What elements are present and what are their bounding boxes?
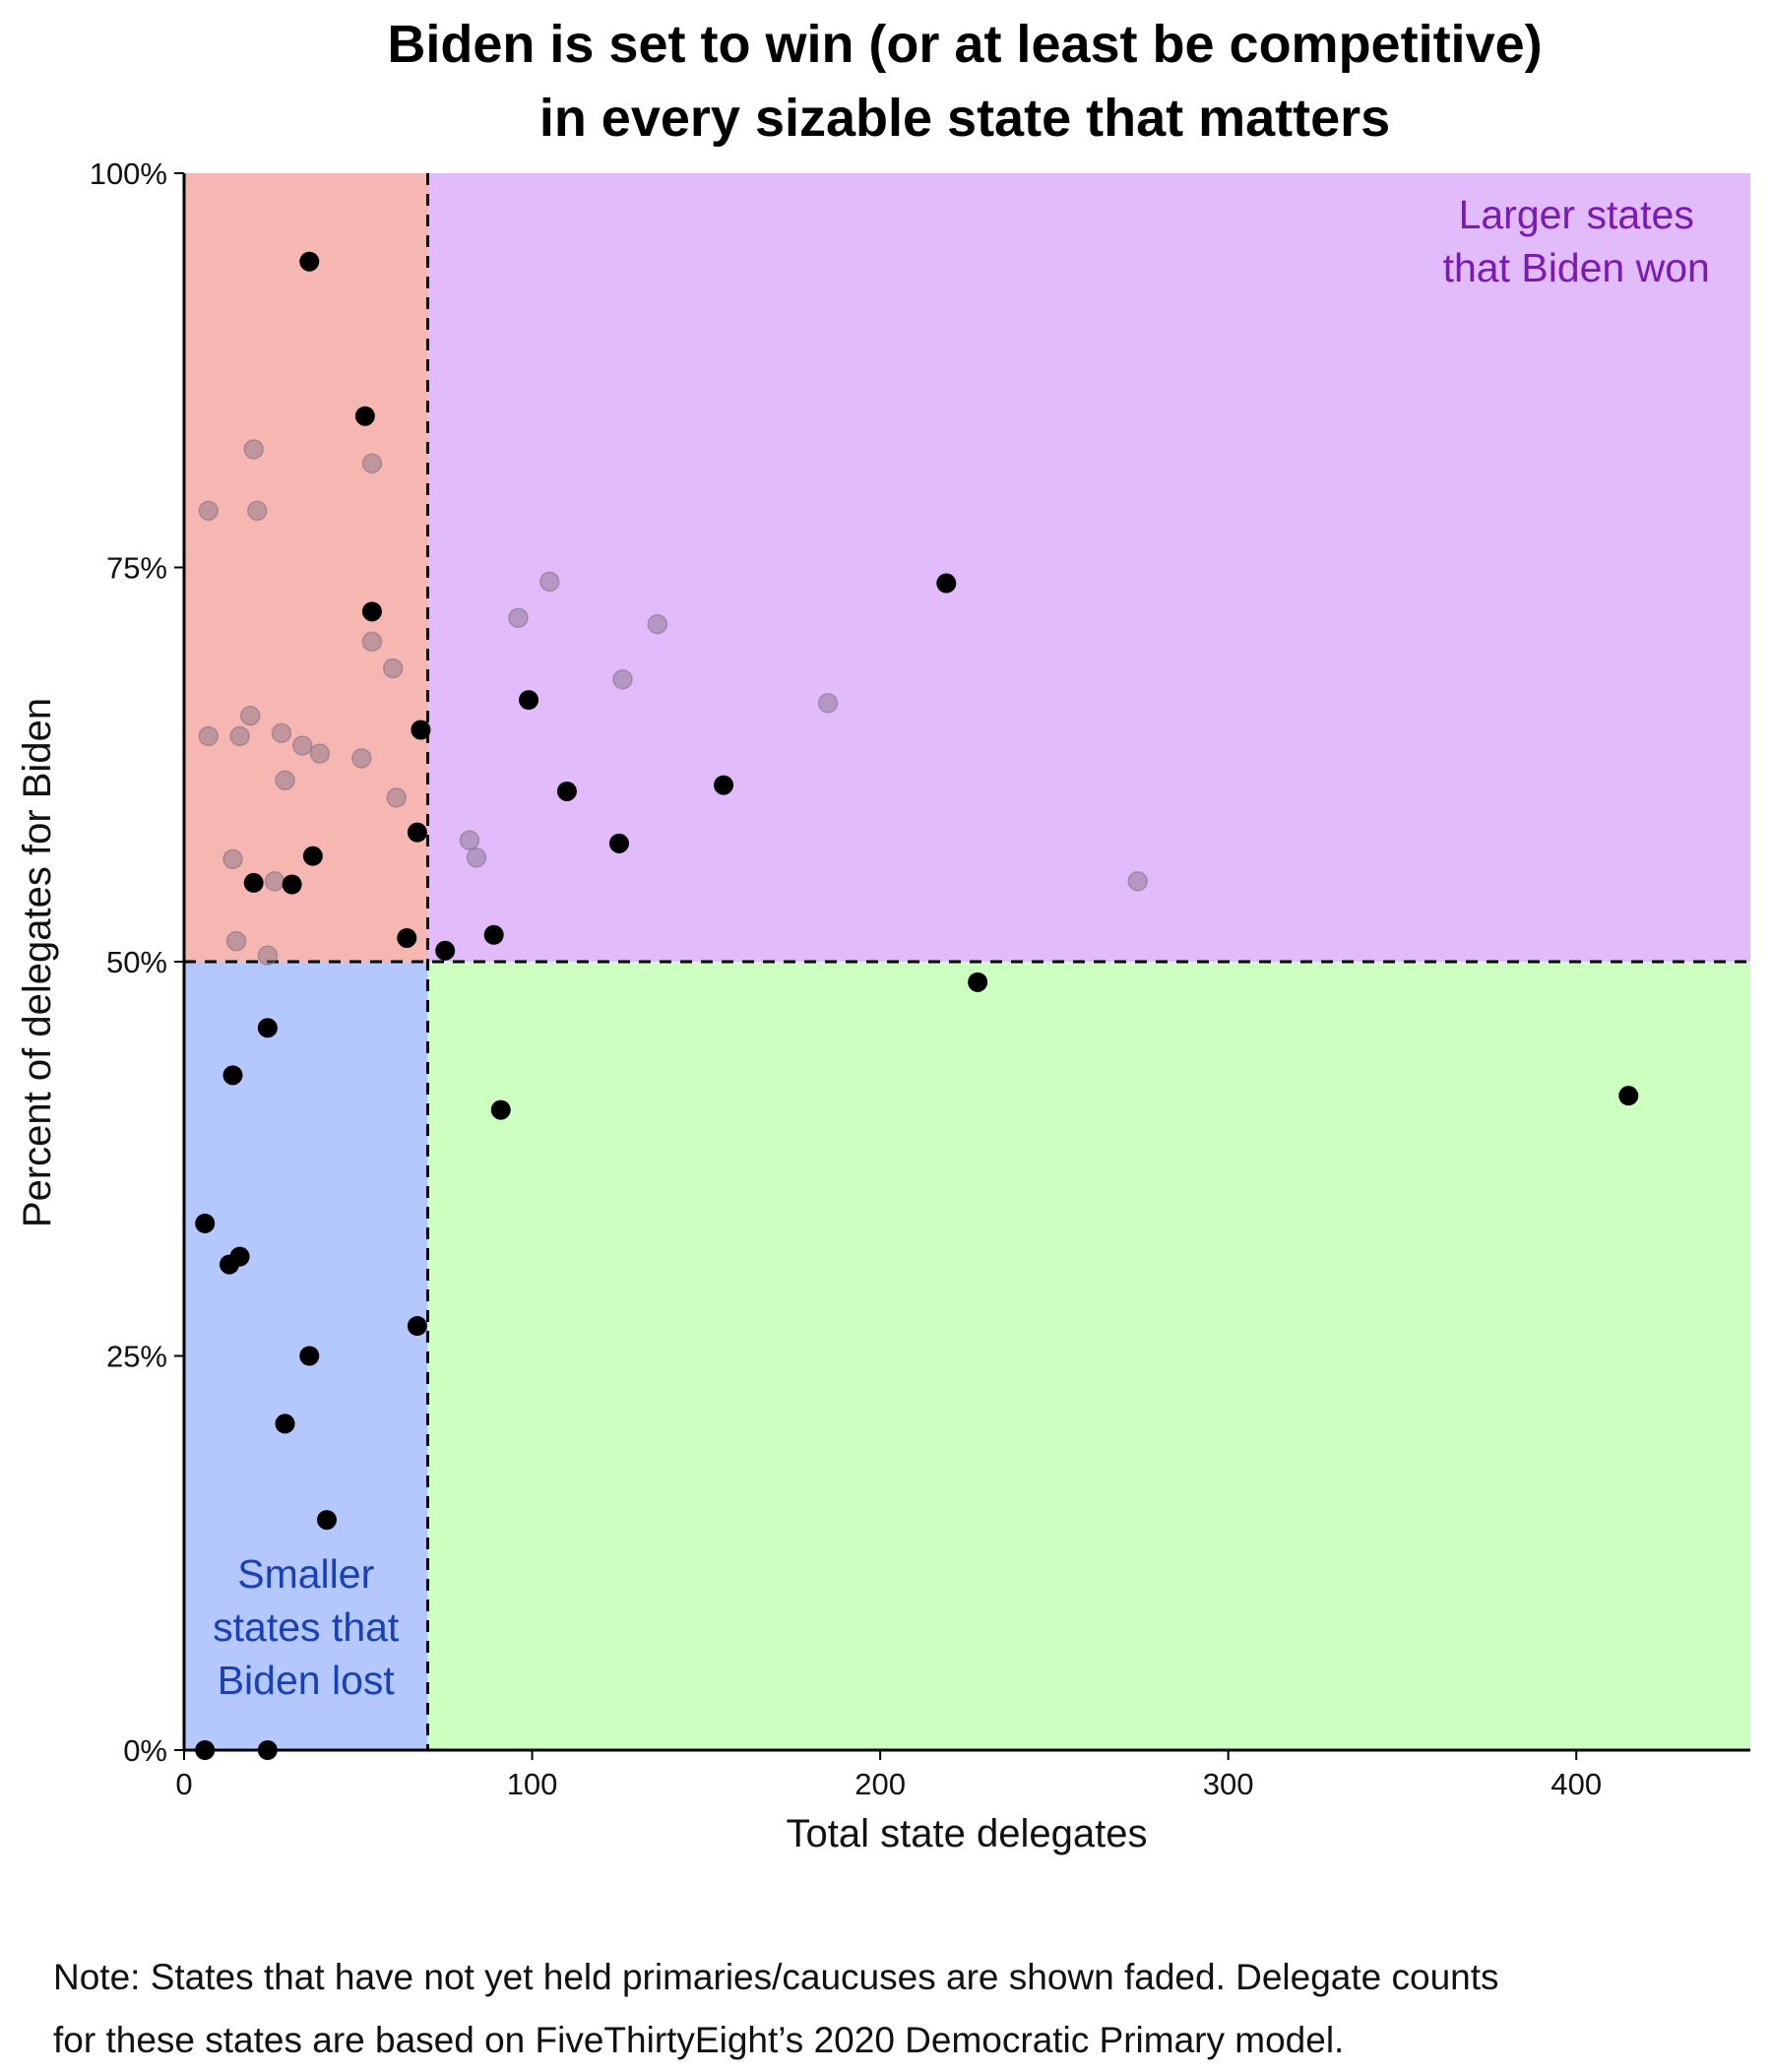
upcoming-state-point — [382, 658, 404, 679]
held-state-point — [299, 1346, 320, 1366]
held-state-point — [195, 1740, 216, 1760]
upcoming-state-point — [459, 830, 480, 850]
held-state-point — [222, 1065, 243, 1086]
held-state-point — [397, 927, 417, 948]
held-state-point — [316, 1510, 337, 1531]
footnote-line-2: for these states are based on FiveThirty… — [53, 2020, 1344, 2060]
axes: 0 100 200 300 400 0% 25% 50% 75% 100% — [90, 157, 1750, 1801]
quadrant-small-above — [184, 173, 428, 962]
upcoming-state-point — [361, 631, 383, 653]
upcoming-state-point — [198, 500, 219, 522]
annotation-0-line-0: Larger states — [1459, 192, 1694, 237]
y-tick-label: 100% — [90, 157, 167, 191]
held-state-point — [490, 1099, 511, 1120]
upcoming-state-point — [222, 848, 243, 870]
y-tick-label: 0% — [123, 1733, 167, 1768]
held-state-point — [282, 874, 302, 895]
held-state-point — [243, 872, 264, 893]
annotation-1-line-1: states that — [213, 1604, 400, 1650]
held-state-point — [275, 1413, 295, 1434]
chart-title-line-1: Biden is set to win (or at least be comp… — [387, 15, 1542, 74]
y-axis-title: Percent of delegates for Biden — [16, 698, 59, 1227]
x-tick-label: 200 — [854, 1767, 906, 1801]
annotation-1-line-2: Biden lost — [218, 1658, 396, 1703]
held-state-point — [195, 1213, 216, 1233]
held-state-point — [936, 573, 957, 594]
held-state-point — [483, 924, 504, 945]
upcoming-state-point — [386, 787, 407, 808]
upcoming-state-point — [817, 693, 839, 714]
upcoming-state-point — [275, 770, 295, 791]
held-state-point — [361, 601, 382, 622]
x-tick-label: 300 — [1203, 1767, 1254, 1801]
upcoming-state-point — [291, 735, 313, 756]
x-tick-label: 0 — [175, 1767, 192, 1801]
footnote: Note: States that have not yet held prim… — [53, 1957, 1499, 2060]
held-state-point — [556, 781, 577, 801]
chart-title-line-2: in every sizable state that matters — [539, 89, 1390, 148]
upcoming-state-point — [271, 722, 292, 743]
upcoming-state-point — [612, 668, 633, 690]
held-state-point — [608, 833, 629, 853]
quadrant-large-above — [427, 173, 1750, 962]
held-state-point — [354, 406, 375, 426]
held-state-point — [435, 940, 456, 961]
upcoming-state-points — [198, 439, 1148, 966]
upcoming-state-point — [225, 930, 247, 952]
upcoming-state-point — [508, 607, 529, 629]
y-tick-label: 25% — [106, 1340, 167, 1374]
held-state-point — [302, 846, 323, 866]
held-state-point — [299, 251, 320, 272]
held-state-point — [519, 690, 539, 711]
threshold-lines — [184, 173, 1750, 1750]
held-state-point — [257, 1018, 278, 1038]
upcoming-state-point — [264, 871, 285, 892]
upcoming-state-point — [229, 725, 250, 747]
chart-title: Biden is set to win (or at least be comp… — [387, 15, 1542, 148]
quadrant-large-below — [427, 962, 1750, 1750]
x-tick-label: 400 — [1550, 1767, 1602, 1801]
upcoming-state-point — [257, 945, 279, 966]
held-state-point — [968, 972, 988, 992]
upcoming-state-point — [361, 453, 383, 474]
upcoming-state-point — [309, 743, 331, 764]
upcoming-state-point — [351, 748, 372, 769]
upcoming-state-point — [243, 439, 264, 460]
x-tick-label: 100 — [507, 1767, 558, 1801]
held-state-point — [407, 1316, 427, 1337]
quadrant-annotations: Larger states that Biden won Smaller states… — [213, 192, 1710, 1703]
annotation-0-line-1: that Biden won — [1443, 245, 1710, 290]
held-state-point — [257, 1740, 278, 1760]
y-tick-label: 75% — [106, 551, 167, 586]
annotation-1-line-0: Smaller — [237, 1551, 374, 1597]
upcoming-state-point — [246, 500, 268, 522]
held-state-points — [195, 251, 1639, 1760]
upcoming-state-point — [647, 613, 668, 635]
footnote-line-1: Note: States that have not yet held prim… — [53, 1957, 1499, 1997]
held-state-point — [1618, 1086, 1639, 1106]
held-state-point — [411, 720, 431, 740]
quadrant-backgrounds — [184, 173, 1750, 1750]
upcoming-state-point — [198, 725, 219, 747]
held-state-point — [714, 775, 734, 795]
upcoming-state-point — [466, 848, 487, 868]
held-state-point — [229, 1246, 250, 1267]
upcoming-state-point — [538, 571, 560, 593]
x-axis-title: Total state delegates — [787, 1812, 1148, 1855]
upcoming-state-point — [239, 705, 261, 726]
upcoming-state-point — [1127, 871, 1148, 892]
y-tick-label: 50% — [106, 945, 167, 979]
held-state-point — [407, 822, 427, 843]
